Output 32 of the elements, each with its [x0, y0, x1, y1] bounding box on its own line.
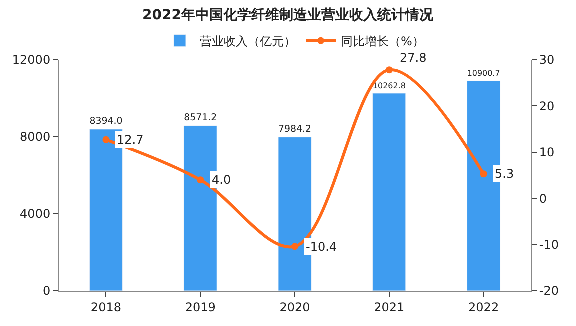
x-tick-label: 2022	[468, 300, 500, 314]
legend-label: 营业收入（亿元）	[200, 34, 296, 49]
x-tick-label: 2021	[374, 300, 405, 314]
y2-tick-label: 30	[539, 53, 555, 68]
y2-tick-label: 0	[539, 192, 548, 206]
y2-tick-label: 10	[539, 146, 555, 160]
data-label: 5.3	[495, 167, 514, 181]
data-label: 8571.2	[184, 112, 218, 124]
y-tick-label: 4000	[20, 207, 51, 222]
y-tick-label: 12000	[12, 53, 51, 68]
y2-tick-label: -20	[539, 284, 560, 298]
point	[480, 170, 488, 178]
point	[386, 66, 393, 74]
data-label: -10.4	[306, 240, 338, 254]
point	[102, 136, 110, 144]
chart-title: 2022年中国化学纤维制造业营业收入统计情况	[142, 6, 434, 24]
data-label: 4.0	[212, 173, 232, 187]
legend-label: 同比增长（%）	[341, 34, 424, 49]
x-tick-label: 2019	[185, 300, 216, 314]
y2-tick-label: 20	[539, 99, 555, 114]
y2-tick-label: -10	[539, 238, 560, 252]
point	[197, 176, 204, 184]
point	[292, 243, 298, 250]
y-tick-label: 0	[42, 284, 51, 298]
x-tick-label: 2018	[90, 300, 122, 314]
data-label: 27.8	[400, 51, 427, 65]
x-tick-label: 2020	[280, 300, 310, 314]
y-tick-label: 8000	[20, 130, 51, 144]
data-label: 7984.2	[278, 124, 312, 135]
data-label: 12.7	[117, 133, 144, 147]
bar	[372, 93, 406, 291]
data-label: 8394.0	[90, 116, 123, 128]
